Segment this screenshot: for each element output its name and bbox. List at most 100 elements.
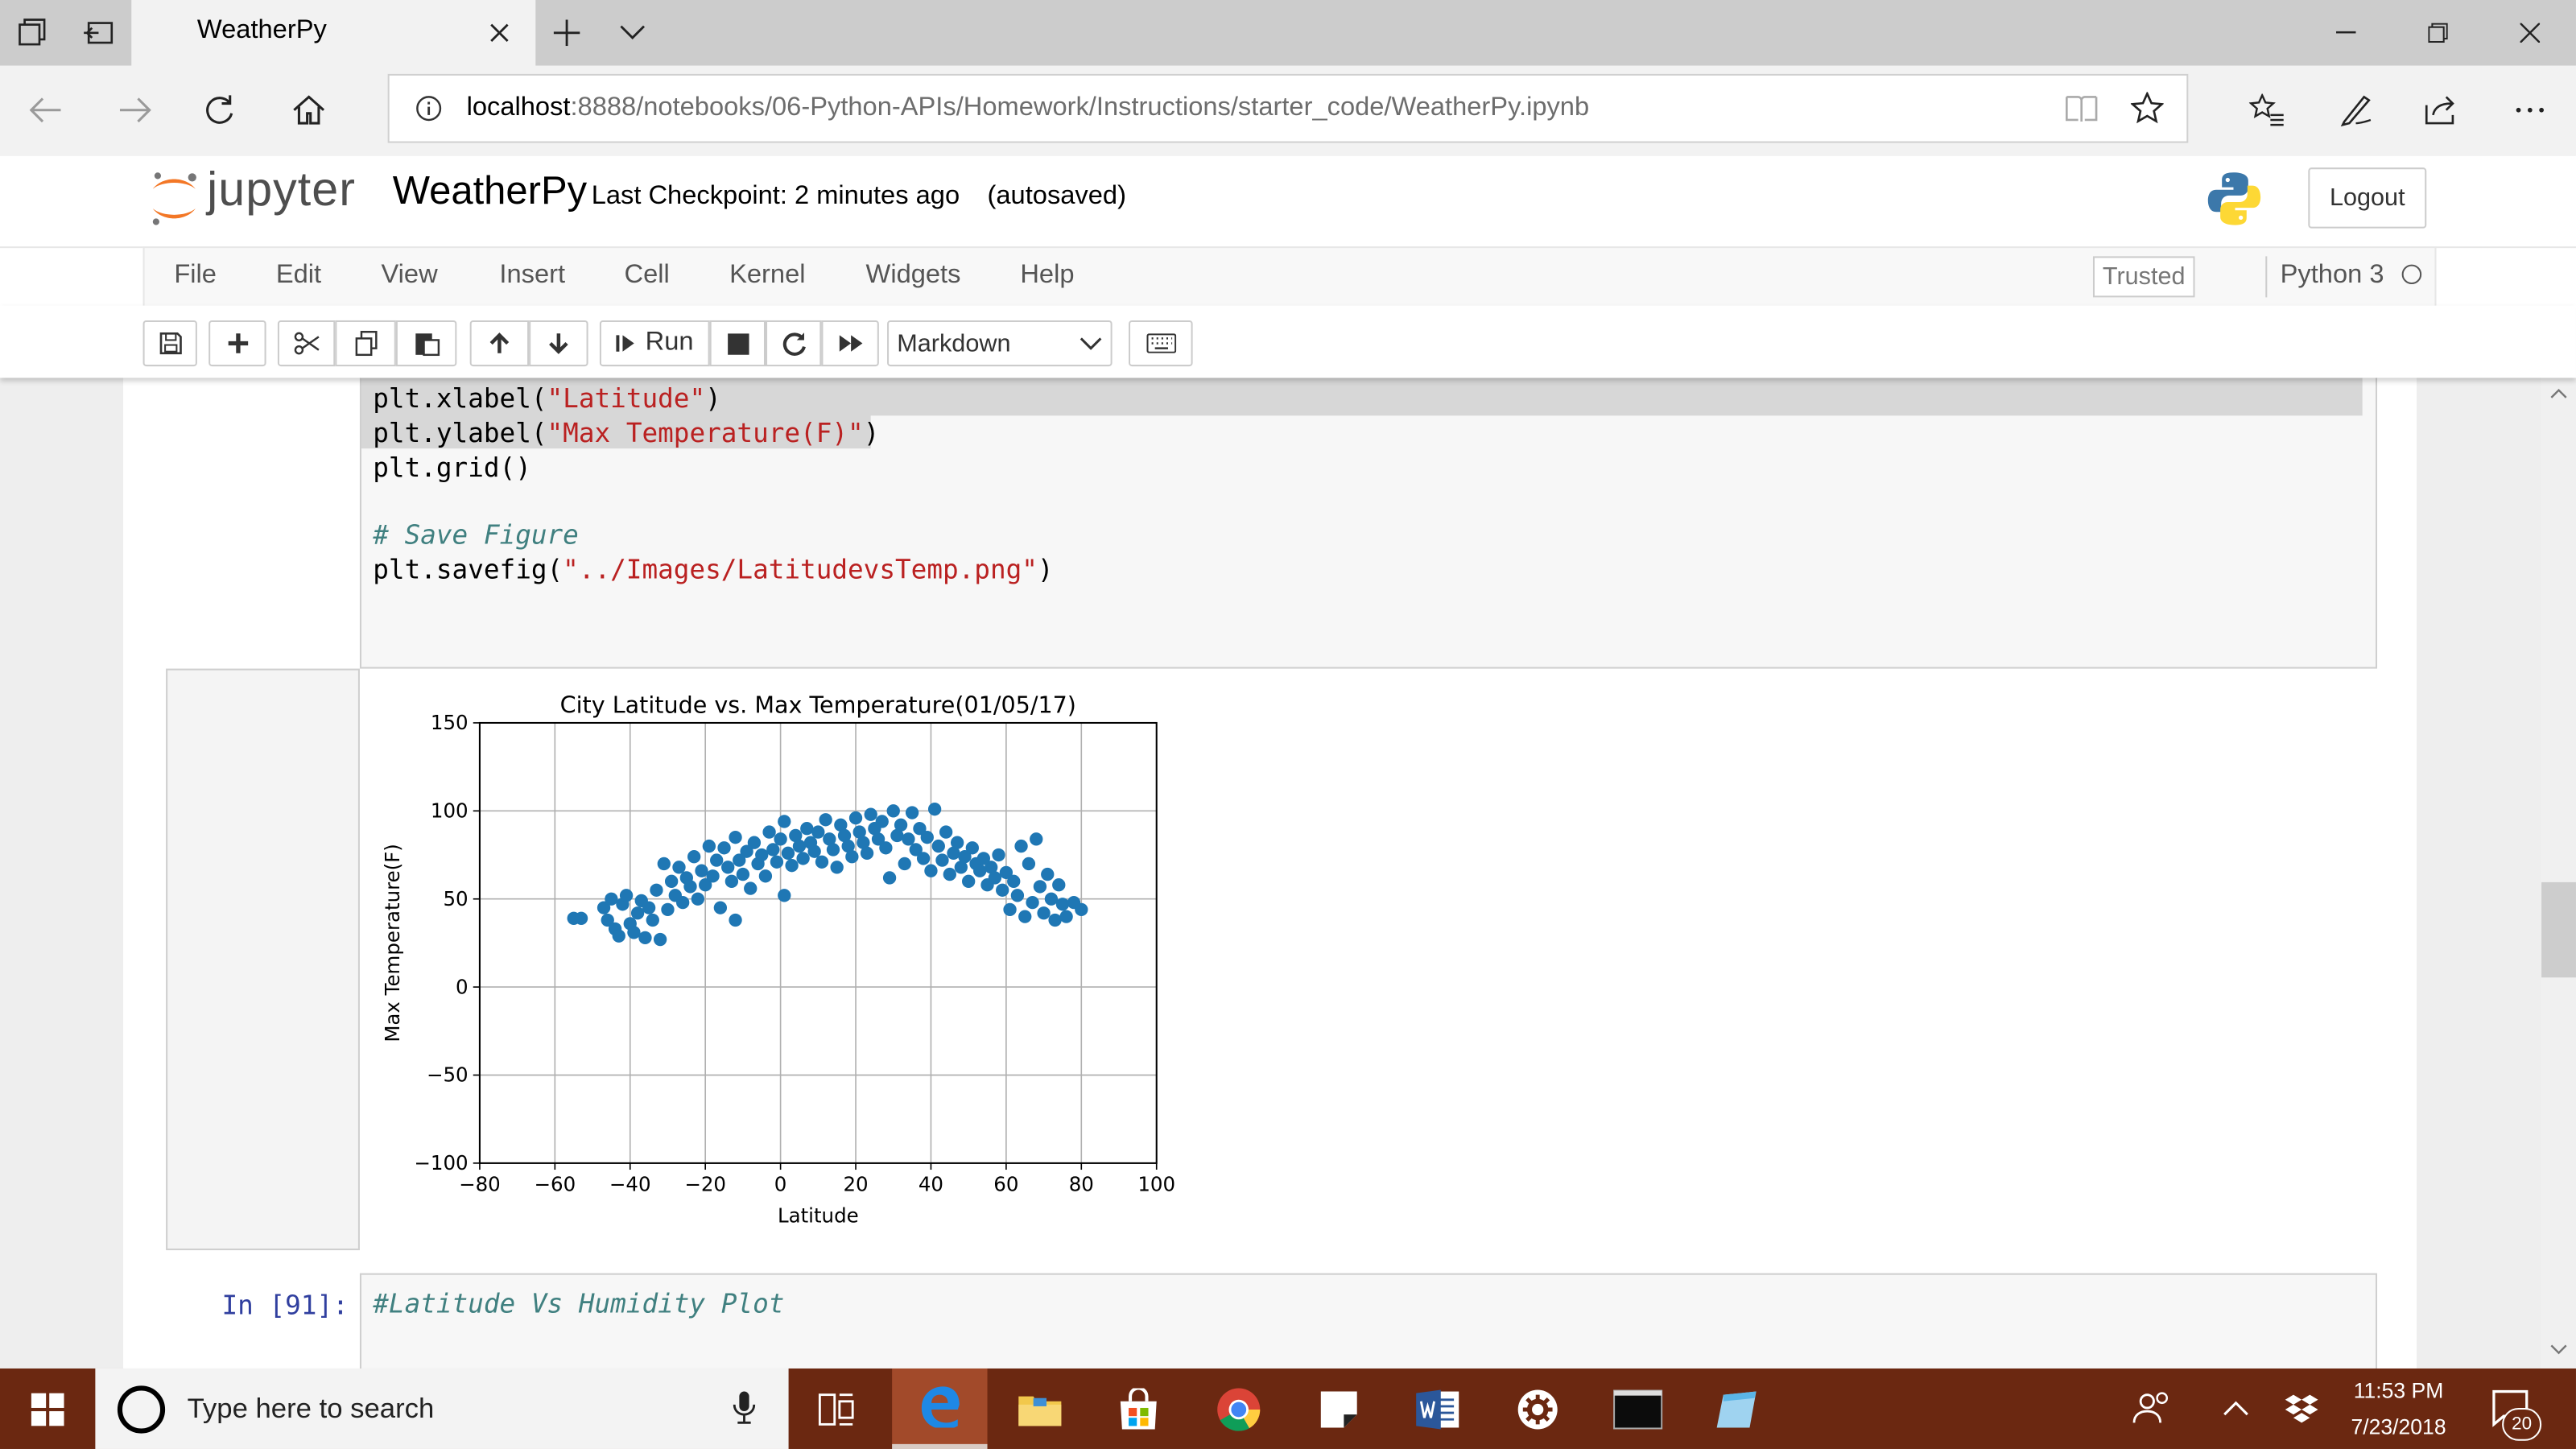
scatter-point xyxy=(1059,910,1073,923)
copy-icon xyxy=(354,331,377,357)
scatter-point xyxy=(988,871,1002,885)
scatter-point xyxy=(699,878,712,892)
menu-file[interactable]: File xyxy=(174,261,217,290)
new-tab-icon[interactable] xyxy=(542,0,591,66)
jupyter-logo-icon[interactable] xyxy=(148,169,200,228)
task-view-icon[interactable] xyxy=(789,1368,884,1449)
menu-edit[interactable]: Edit xyxy=(275,261,322,290)
plot-frame xyxy=(478,721,1158,1164)
word-icon[interactable] xyxy=(1390,1368,1485,1449)
y-tick-label: 0 xyxy=(456,975,469,998)
tab-close-icon[interactable] xyxy=(480,13,519,52)
command-palette-button[interactable] xyxy=(1129,320,1193,367)
menu-widgets[interactable]: Widgets xyxy=(865,261,961,290)
settings-gear-icon[interactable] xyxy=(1490,1368,1585,1449)
sticky-notes-icon[interactable] xyxy=(1291,1368,1386,1449)
menu-help[interactable]: Help xyxy=(1020,261,1075,290)
move-up-button[interactable] xyxy=(469,320,530,367)
scatter-point xyxy=(898,857,911,871)
trusted-badge[interactable]: Trusted xyxy=(2092,256,2195,298)
command-prompt-icon[interactable] xyxy=(1590,1368,1685,1449)
kernel-name[interactable]: Python 3 xyxy=(2280,261,2384,290)
paste-button[interactable] xyxy=(395,320,457,367)
scatter-point xyxy=(778,815,791,828)
scatter-point xyxy=(612,929,625,943)
taskbar-search-box[interactable]: Type here to search xyxy=(95,1368,789,1449)
forward-icon[interactable] xyxy=(102,82,168,138)
notebook-name[interactable]: WeatherPy xyxy=(392,169,588,214)
menu-kernel[interactable]: Kernel xyxy=(729,261,806,290)
browser-tab[interactable]: WeatherPy xyxy=(131,0,536,66)
scatter-point xyxy=(811,825,825,839)
favorite-star-icon[interactable] xyxy=(2130,92,2164,125)
cell-type-select[interactable]: Markdown xyxy=(887,320,1113,367)
menu-cell[interactable]: Cell xyxy=(624,261,670,290)
minimize-icon[interactable] xyxy=(2300,0,2392,66)
scatter-point xyxy=(931,839,945,853)
clock-date[interactable]: 7/23/2018 xyxy=(2351,1414,2446,1439)
interrupt-button[interactable] xyxy=(709,320,766,367)
scatter-point xyxy=(857,836,870,849)
chrome-icon[interactable] xyxy=(1191,1368,1286,1449)
menu-view[interactable]: View xyxy=(381,261,438,290)
chart-points xyxy=(567,802,1088,947)
copy-button[interactable] xyxy=(335,320,396,367)
favorites-list-icon[interactable] xyxy=(2234,82,2300,138)
scatter-point xyxy=(661,902,675,917)
restore-icon[interactable] xyxy=(2392,0,2483,66)
store-icon[interactable] xyxy=(1091,1368,1186,1449)
share-icon[interactable] xyxy=(2409,82,2475,138)
back-icon[interactable] xyxy=(13,82,79,138)
scatter-point xyxy=(792,839,807,853)
jupyter-header: jupyter WeatherPy Last Checkpoint: 2 min… xyxy=(0,155,2576,249)
menu-insert[interactable]: Insert xyxy=(499,261,566,290)
scatter-point xyxy=(943,867,956,881)
scatter-point xyxy=(638,931,652,945)
code-cell[interactable]: plt.xlabel("Latitude") plt.ylabel("Max T… xyxy=(359,378,2378,669)
insert-cell-button[interactable] xyxy=(208,320,266,367)
scatter-point xyxy=(950,836,964,849)
notebook-page: plt.xlabel("Latitude") plt.ylabel("Max T… xyxy=(123,378,2417,1368)
close-window-icon[interactable] xyxy=(2484,0,2576,66)
cut-button[interactable] xyxy=(277,320,336,367)
logout-button[interactable]: Logout xyxy=(2308,167,2427,229)
dropbox-icon[interactable] xyxy=(2284,1393,2320,1426)
home-icon[interactable] xyxy=(276,82,342,138)
refresh-icon[interactable] xyxy=(188,82,254,138)
scatter-point xyxy=(996,883,1009,897)
scroll-down-icon[interactable] xyxy=(2549,1344,2567,1355)
windows-start-icon[interactable] xyxy=(0,1368,95,1449)
pen-icon[interactable] xyxy=(2323,82,2389,138)
page-scrollbar[interactable] xyxy=(2541,378,2576,1368)
more-menu-icon[interactable] xyxy=(2497,82,2563,138)
microphone-icon[interactable] xyxy=(733,1390,756,1426)
chevron-down-icon[interactable] xyxy=(608,0,657,66)
x-axis-label: Latitude xyxy=(778,1203,859,1227)
x-tick-label: −20 xyxy=(684,1173,726,1196)
run-button[interactable]: Run xyxy=(599,320,710,367)
save-button[interactable] xyxy=(142,320,197,367)
reading-view-icon[interactable] xyxy=(2065,93,2098,123)
tray-chevron-up-icon[interactable] xyxy=(2223,1400,2249,1416)
code-cell[interactable]: #Latitude Vs Humidity Plot xyxy=(359,1273,2378,1368)
people-icon[interactable] xyxy=(2132,1390,2175,1426)
restart-button[interactable] xyxy=(766,320,822,367)
notepad-icon[interactable] xyxy=(1689,1368,1784,1449)
scroll-up-icon[interactable] xyxy=(2549,388,2567,399)
edge-app-icon[interactable] xyxy=(892,1368,988,1449)
clock-time[interactable]: 11:53 PM xyxy=(2353,1378,2444,1403)
file-explorer-icon[interactable] xyxy=(993,1368,1088,1449)
move-down-button[interactable] xyxy=(529,320,588,367)
scatter-point xyxy=(1048,913,1062,927)
scatter-point xyxy=(920,830,934,844)
set-aside-tabs-icon[interactable] xyxy=(66,0,132,66)
restart-run-all-button[interactable] xyxy=(821,320,879,367)
scatter-point xyxy=(973,864,987,877)
scatter-point xyxy=(864,807,877,821)
jupyter-logo-text[interactable]: jupyter xyxy=(207,164,356,217)
tab-preview-icon[interactable] xyxy=(0,0,66,66)
scrollbar-thumb[interactable] xyxy=(2541,881,2576,978)
info-icon[interactable] xyxy=(415,95,442,122)
url-field[interactable]: localhost:8888/notebooks/06-Python-APIs/… xyxy=(387,73,2189,143)
x-tick-label: −60 xyxy=(535,1173,576,1196)
